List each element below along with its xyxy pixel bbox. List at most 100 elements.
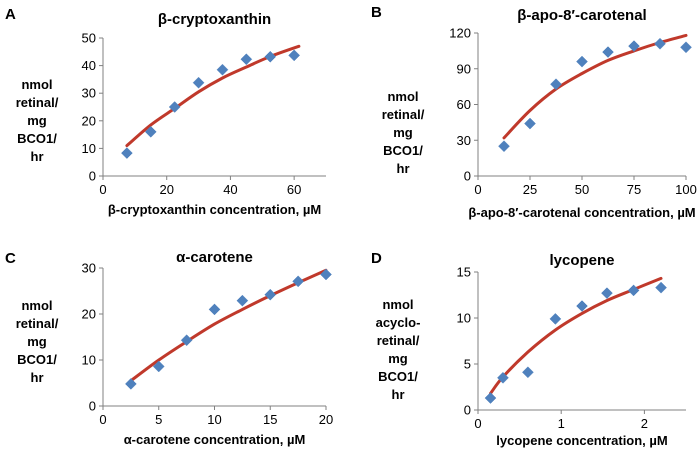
panel-c-title: α-carotene xyxy=(176,249,253,266)
panel-a-ytick-label: 30 xyxy=(82,86,96,101)
panel-d-ytick-label: 10 xyxy=(457,311,471,326)
panel-b-data-point xyxy=(498,140,510,153)
panel-d-data-point xyxy=(627,284,640,297)
panel-a-xtick-label: 0 xyxy=(99,182,106,197)
panel-c-y-axis-label-line: retinal/ xyxy=(16,316,59,331)
panel-a-data-point xyxy=(264,50,277,63)
panel-d-data-point xyxy=(484,392,497,404)
panel-b-ytick-label: 90 xyxy=(457,61,471,76)
panel-b-ytick-label: 120 xyxy=(449,26,471,41)
panel-d-title: lycopene xyxy=(549,252,614,269)
panel-a-data-point xyxy=(288,49,300,62)
panel-b-data-point xyxy=(602,46,614,58)
panel-d-letter: D xyxy=(371,250,382,267)
panel-b-y-axis-label-line: hr xyxy=(397,161,410,176)
panel-c-xtick-label: 5 xyxy=(155,412,162,427)
panel-a-data-point xyxy=(216,63,229,76)
panel-a-x-axis-label: β-cryptoxanthin concentration, µM xyxy=(108,202,321,217)
panel-d-x-axis-label: lycopene concentration, µM xyxy=(496,433,667,448)
panel-c-ytick-label: 10 xyxy=(82,353,96,368)
panel-c-data-point xyxy=(125,378,137,390)
panel-a-data-point xyxy=(240,53,253,66)
panel-b-xtick-label: 50 xyxy=(575,182,589,197)
panel-a-data-point xyxy=(168,101,181,113)
panel-b-xtick-label: 0 xyxy=(474,182,481,197)
panel-b-xtick-label: 25 xyxy=(523,182,537,197)
panel-c-y-axis-label-line: BCO1/ xyxy=(17,352,57,367)
panel-a-ytick-label: 40 xyxy=(82,58,96,73)
panel-a-ytick-label: 50 xyxy=(82,31,96,46)
panel-a-y-axis-label-line: BCO1/ xyxy=(17,131,57,146)
panel-d-fit-curve xyxy=(489,276,663,395)
panel-c-x-axis-label: α-carotene concentration, µM xyxy=(124,432,306,447)
panel-d-y-axis-label-line: BCO1/ xyxy=(378,369,418,384)
panel-d-data-point xyxy=(576,300,588,312)
panel-d-ytick-label: 15 xyxy=(457,265,471,280)
panel-a-y-axis-label-line: hr xyxy=(31,149,44,164)
panel-c-xtick-label: 20 xyxy=(319,412,333,427)
panel-d-xtick-label: 1 xyxy=(558,416,565,431)
panel-d-data-point xyxy=(549,313,562,325)
panel-b-data-point xyxy=(524,117,536,130)
panel-b-y-axis-label-line: nmol xyxy=(387,89,418,104)
panel-d-xtick-label: 2 xyxy=(641,416,648,431)
panel-a-y-axis-label-line: mg xyxy=(27,113,47,128)
panel-b-data-point xyxy=(576,55,588,68)
panel-c-ytick-label: 30 xyxy=(82,261,96,276)
panel-a-letter: A xyxy=(5,6,16,23)
panel-c-xtick-label: 10 xyxy=(207,412,221,427)
panel-a-ytick-label: 20 xyxy=(82,113,96,128)
panel-c-xtick-label: 15 xyxy=(263,412,277,427)
panel-b-xtick-label: 100 xyxy=(675,182,697,197)
panel-c-y-axis-label-line: mg xyxy=(27,334,47,349)
panel-b-x-axis-label: β-apo-8′-carotenal concentration, µM xyxy=(468,205,695,220)
panel-a-y-axis-label-line: retinal/ xyxy=(16,95,59,110)
panel-b-y-axis-label-line: BCO1/ xyxy=(383,143,423,158)
panel-a-xtick-label: 20 xyxy=(159,182,173,197)
panel-d-xtick-label: 0 xyxy=(474,416,481,431)
panel-c-y-axis-label-line: nmol xyxy=(21,298,52,313)
panel-b-data-point xyxy=(550,78,562,91)
panel-a-xtick-label: 40 xyxy=(223,182,237,197)
panel-c-data-point xyxy=(236,294,249,307)
panel-c-ytick-label: 0 xyxy=(89,399,96,414)
panel-d-ytick-label: 0 xyxy=(464,403,471,418)
panel-b-ytick-label: 60 xyxy=(457,97,471,112)
panel-d-y-axis-label-line: mg xyxy=(388,351,408,366)
panel-c-data-point xyxy=(320,268,332,281)
panel-d-y-axis-label-line: acyclo- xyxy=(376,315,421,330)
panel-a-data-point xyxy=(144,125,157,138)
panel-a-data-point xyxy=(192,76,205,89)
panel-a-data-point xyxy=(121,147,133,159)
panel-a-ytick-label: 10 xyxy=(82,141,96,156)
panel-c-y-axis-label-line: hr xyxy=(31,370,44,385)
panel-b-y-axis-label-line: retinal/ xyxy=(382,107,425,122)
panel-d-y-axis-label-line: nmol xyxy=(382,297,413,312)
panel-b-data-point xyxy=(680,41,692,54)
panel-c-letter: C xyxy=(5,250,16,267)
panel-c-data-point xyxy=(264,288,277,301)
panel-d-data-point xyxy=(497,371,509,384)
panel-a-y-axis-label-line: nmol xyxy=(21,77,52,92)
panel-b-letter: B xyxy=(371,4,382,21)
panel-d-data-point xyxy=(522,366,534,379)
panel-c-xtick-label: 0 xyxy=(99,412,106,427)
panel-c-data-point xyxy=(292,275,304,288)
panel-c-data-point xyxy=(208,303,221,316)
panel-b-title: β-apo-8′-carotenal xyxy=(517,7,646,24)
panel-d-y-axis-label-line: hr xyxy=(392,387,405,402)
panel-b-data-point xyxy=(628,40,640,52)
panel-c-ytick-label: 20 xyxy=(82,307,96,322)
panel-d-y-axis-label-line: retinal/ xyxy=(377,333,420,348)
panel-b-ytick-label: 30 xyxy=(457,133,471,148)
panel-b-data-point xyxy=(654,37,666,50)
panel-b-xtick-label: 75 xyxy=(627,182,641,197)
panel-d-data-point xyxy=(601,287,613,300)
panel-b-y-axis-label-line: mg xyxy=(393,125,413,140)
panel-a-title: β-cryptoxanthin xyxy=(158,11,271,28)
